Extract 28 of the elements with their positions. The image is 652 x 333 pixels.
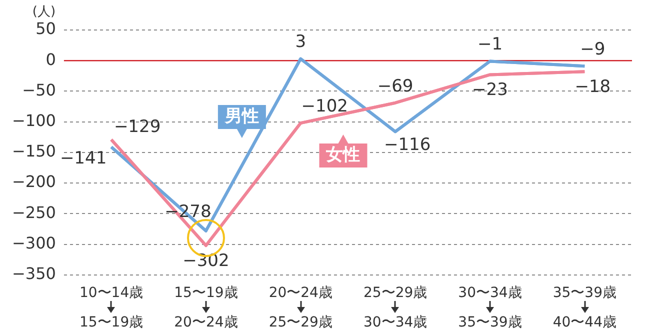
y-tick-label: −100 [12,110,56,130]
x-tick-label: 35〜39歳 40〜44歳 [552,284,616,330]
y-tick-label: −150 [12,142,56,161]
data-label: −1 [477,34,503,55]
y-tick-label: −250 [12,202,56,222]
y-tick-label: −50 [22,80,56,100]
data-label: 3 [295,32,306,52]
data-label: −102 [301,96,348,116]
x-tick-label: 30〜34歳 35〜39歳 [458,284,522,330]
x-tick-label: 25〜29歳 30〜34歳 [363,284,428,330]
data-label: −9 [580,40,606,60]
data-label: −23 [472,80,508,100]
data-label: −129 [114,117,161,138]
x-tick-label: 20〜24歳 25〜29歳 [268,284,332,330]
y-tick-label: −300 [12,233,56,252]
y-tick-label: −200 [12,172,56,192]
y-tick-label: −350 [12,264,56,284]
x-tick-label: 15〜19歳 20〜24歳 [174,284,238,330]
x-tick-label: 10〜14歳 15〜19歳 [79,284,144,330]
data-label: −69 [377,76,414,96]
data-label: −141 [60,148,107,168]
legend-label: 女性 [325,144,360,165]
data-label: −116 [384,135,431,156]
series-label: 男性 [224,106,259,126]
y-axis-title: (人) [32,4,56,20]
data-label: −18 [574,77,611,98]
y-tick-label: 0 [46,50,56,69]
y-tick-label: 50 [36,19,56,38]
